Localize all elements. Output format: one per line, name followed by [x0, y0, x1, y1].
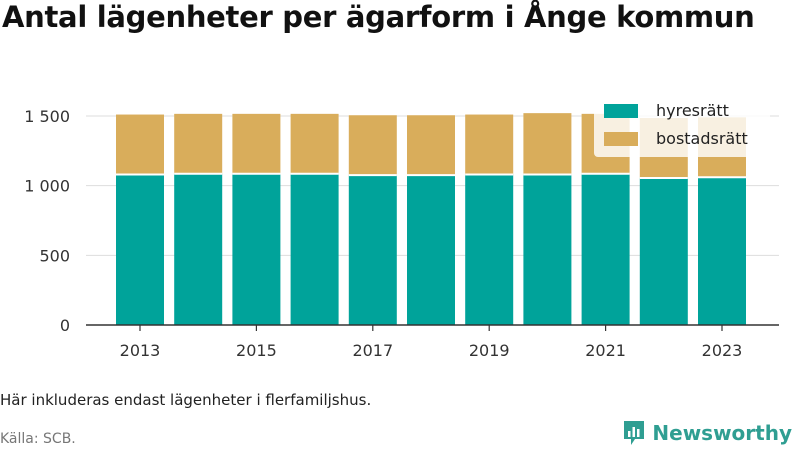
legend-swatch-bostadsratt [604, 132, 638, 146]
bar-hyresratt-2014 [174, 173, 223, 325]
bar-hyresratt-2015 [232, 173, 281, 325]
brand-logo[interactable]: Newsworthy [622, 420, 792, 446]
bar-hyresratt-2013 [116, 174, 164, 325]
bar-hyresratt-2022 [639, 177, 688, 325]
legend-label-hyresratt: hyresrätt [656, 101, 729, 120]
legend-swatch-hyresratt [604, 104, 638, 118]
bar-bostadsratt-2020 [523, 113, 572, 175]
bar-hyresratt-2016 [290, 173, 339, 325]
bar-bostadsratt-2015 [232, 113, 281, 174]
bar-bostadsratt-2019 [465, 114, 514, 175]
y-tick-label: 1 000 [24, 177, 70, 196]
x-tick-label: 2019 [469, 341, 510, 360]
newsworthy-logo-icon [624, 421, 645, 445]
x-tick-label: 2017 [352, 341, 393, 360]
y-tick-label: 500 [39, 246, 70, 265]
bar-hyresratt-2017 [348, 175, 397, 325]
bar-hyresratt-2023 [698, 177, 746, 325]
x-tick-label: 2013 [120, 341, 161, 360]
chart-note: Här inkluderas endast lägenheter i flerf… [0, 391, 372, 409]
x-tick-label: 2015 [236, 341, 277, 360]
chart-title: Antal lägenheter per ägarform i Ånge kom… [2, 0, 755, 34]
bar-hyresratt-2018 [407, 175, 455, 325]
legend: hyresrätt bostadsrätt [594, 95, 770, 157]
brand-name: Newsworthy [652, 421, 792, 445]
bar-hyresratt-2019 [465, 174, 514, 325]
y-tick-label: 0 [60, 316, 70, 335]
bar-bostadsratt-2013 [116, 114, 164, 175]
bar-bostadsratt-2018 [407, 115, 455, 176]
bar-bostadsratt-2017 [348, 115, 397, 176]
bar-bostadsratt-2014 [174, 113, 223, 174]
legend-label-bostadsratt: bostadsrätt [656, 129, 748, 148]
bar-hyresratt-2021 [581, 173, 630, 325]
x-tick-label: 2021 [585, 341, 626, 360]
bar-bostadsratt-2016 [290, 113, 339, 174]
x-axis-ticks: 2013 2015 2017 2019 2021 2023 [120, 325, 743, 360]
y-tick-label: 1 500 [24, 107, 70, 126]
bar-hyresratt-2020 [523, 174, 572, 325]
y-axis-ticks: 0 500 1 000 1 500 [24, 107, 70, 335]
source-text: Källa: SCB. [0, 431, 76, 447]
x-tick-label: 2023 [702, 341, 743, 360]
